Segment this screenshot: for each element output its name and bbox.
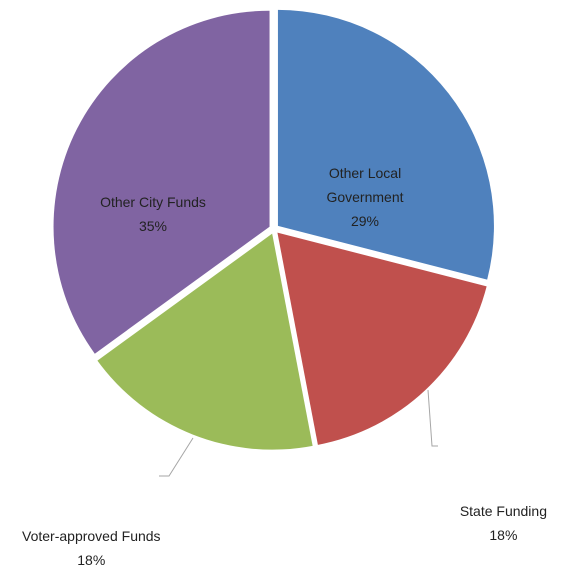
slice-name-state-funding: State Funding bbox=[460, 503, 547, 519]
slice-label-other-city-funds: Other City Funds 35% bbox=[100, 194, 206, 234]
pie-slice-voter-approved-funds bbox=[97, 233, 313, 450]
slice-value-state-funding: 18% bbox=[489, 527, 517, 543]
pie-slice-other-local-government bbox=[277, 9, 494, 280]
slice-name-other-local-government: Other Local bbox=[329, 165, 401, 181]
slice-value-other-local-government: 29% bbox=[351, 213, 379, 229]
leader-line-state-funding bbox=[427, 389, 438, 447]
slice-value-other-city-funds: 35% bbox=[139, 218, 167, 234]
pie-slice-other-city-funds bbox=[53, 10, 270, 354]
slice-labels: Other Local Government 29% State Funding 18%… bbox=[22, 165, 547, 568]
leader-line-voter-approved-funds bbox=[159, 437, 194, 477]
leader-lines bbox=[159, 389, 438, 477]
slice-name-voter-approved-funds: Voter-approved Funds bbox=[22, 528, 161, 544]
slice-value-voter-approved-funds: 18% bbox=[77, 552, 105, 568]
slice-name-other-city-funds: Other City Funds bbox=[100, 194, 206, 210]
slice-name-other-local-government: Government bbox=[326, 189, 403, 205]
pie-slices bbox=[53, 9, 494, 450]
slice-label-other-local-government: Other Local Government 29% bbox=[326, 165, 403, 229]
pie-slice-state-funding bbox=[277, 232, 487, 445]
slice-label-state-funding: State Funding 18% bbox=[460, 503, 547, 543]
slice-label-voter-approved-funds: Voter-approved Funds 18% bbox=[22, 528, 161, 568]
